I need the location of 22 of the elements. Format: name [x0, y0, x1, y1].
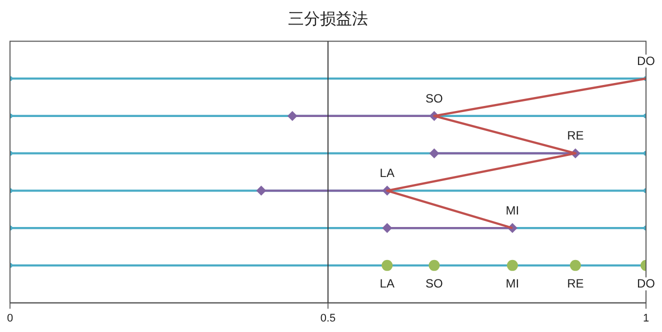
annotation: DO [637, 54, 655, 68]
annotation: LA [380, 166, 394, 180]
point [429, 148, 440, 158]
point [287, 110, 298, 121]
annotation: MI [506, 203, 520, 218]
annotation: RE [567, 128, 584, 143]
point [506, 260, 518, 271]
x-tick-label: 1 [642, 312, 650, 324]
annotation: MI [506, 276, 520, 291]
x-tick-label: 0.5 [320, 312, 336, 324]
x-tick-label: 0 [6, 312, 14, 324]
annotation: DO [637, 276, 655, 291]
point [382, 260, 393, 271]
annotation: LA [380, 276, 394, 291]
point [382, 223, 392, 234]
chart-title: 三分损益法 [288, 10, 368, 28]
point [256, 186, 266, 196]
point [428, 260, 440, 271]
point [570, 260, 581, 271]
annotation: RE [567, 276, 584, 291]
annotation: SO [426, 276, 443, 291]
annotation: SO [426, 91, 443, 106]
